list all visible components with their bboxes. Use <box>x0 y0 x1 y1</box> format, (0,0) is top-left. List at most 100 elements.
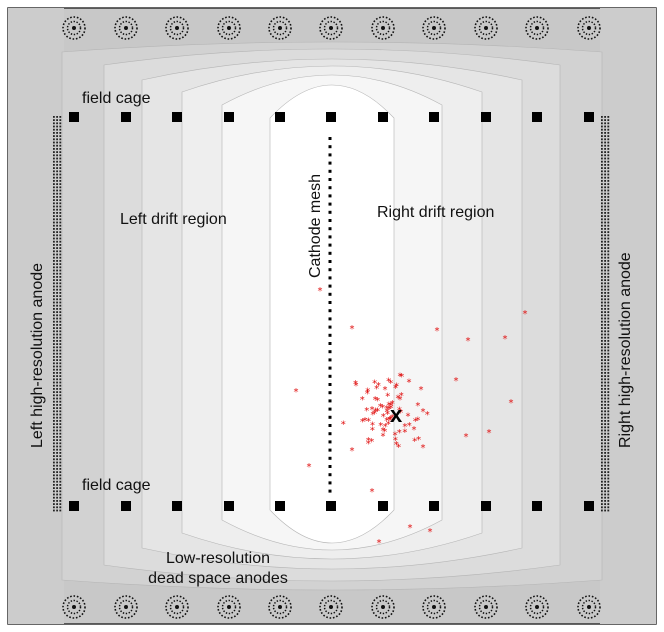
anode-pixel <box>601 154 603 157</box>
anode-pixel <box>53 228 55 230</box>
anode-pixel <box>607 426 610 429</box>
anode-pixel <box>59 445 62 448</box>
anode-pixel <box>56 442 58 445</box>
anode-pixel <box>607 420 610 422</box>
anode-pixel <box>56 461 58 464</box>
anode-pixel <box>604 180 606 182</box>
anode-pixel <box>607 404 610 406</box>
cathode-wire <box>328 317 332 321</box>
anode-pixel <box>604 173 606 176</box>
hit-star: * <box>411 425 416 436</box>
cathode-wire <box>328 178 332 181</box>
anode-pixel <box>53 327 55 329</box>
anode-pixel <box>607 215 610 217</box>
anode-pixel <box>601 420 603 422</box>
anode-pixel <box>604 260 606 262</box>
field-cage-electrode <box>121 501 131 511</box>
anode-pixel <box>607 509 610 512</box>
anode-pixel <box>59 295 62 297</box>
anode-pixel <box>604 362 606 365</box>
anode-pixel <box>607 167 610 169</box>
hit-star: * <box>387 415 392 426</box>
anode-pixel <box>604 452 606 454</box>
cathode-wire <box>328 399 332 403</box>
anode-pixel <box>607 378 610 381</box>
anode-pixel <box>607 480 610 483</box>
anode-pixel <box>59 164 62 166</box>
cathode-wire <box>328 161 332 165</box>
anode-pixel <box>53 119 55 121</box>
cathode-wire <box>328 292 332 296</box>
anode-pixel <box>604 404 606 406</box>
anode-pixel <box>601 340 603 342</box>
anode-pixel <box>604 125 606 128</box>
anode-pixel <box>59 416 62 419</box>
anode-pixel <box>601 308 603 310</box>
anode-pixel <box>59 404 62 406</box>
anode-pixel <box>601 416 603 419</box>
anode-pixel <box>53 221 55 224</box>
anode-pixel <box>53 381 55 384</box>
hit-star: * <box>407 421 412 432</box>
hit-star: * <box>394 382 399 393</box>
anode-pixel <box>601 288 603 291</box>
anode-pixel <box>53 317 55 320</box>
anode-pixel <box>56 122 58 125</box>
anode-pixel <box>53 391 55 393</box>
anode-pixel <box>59 266 62 269</box>
dead-space-anode <box>577 595 601 619</box>
anode-pixel <box>59 202 62 205</box>
anode-pixel <box>53 269 55 272</box>
anode-pixel <box>53 474 55 477</box>
anode-pixel <box>59 186 62 189</box>
dead-space-anode <box>422 16 446 40</box>
anode-pixel <box>607 231 610 233</box>
anode-pixel <box>59 269 62 272</box>
anode-pixel <box>607 144 610 147</box>
anode-pixel <box>601 234 603 237</box>
anode-pixel <box>53 151 55 153</box>
cathode-wire <box>328 137 332 140</box>
anode-pixel <box>607 292 610 294</box>
anode-pixel <box>604 148 606 150</box>
anode-pixel <box>56 503 58 505</box>
anode-pixel <box>601 183 603 185</box>
hit-star: * <box>388 403 393 414</box>
anode-pixel <box>53 333 55 336</box>
anode-pixel <box>56 170 58 173</box>
anode-pixel <box>53 189 55 192</box>
anode-pixel <box>607 490 610 493</box>
cathode-wire <box>328 374 332 378</box>
anode-pixel <box>56 240 58 243</box>
anode-pixel <box>604 400 606 403</box>
anode-pixel <box>53 192 55 195</box>
anode-pixel <box>601 250 603 253</box>
anode-pixel <box>601 148 603 150</box>
anode-pixel <box>59 317 62 320</box>
anode-pixel <box>607 314 610 317</box>
hit-star: * <box>402 422 407 433</box>
anode-pixel <box>604 234 606 237</box>
anode-pixel <box>53 266 55 269</box>
cathode-wire <box>328 448 332 452</box>
anode-pixel <box>56 263 58 265</box>
anode-pixel <box>604 205 606 208</box>
dead-space-anode <box>217 16 241 40</box>
anode-pixel <box>601 301 603 304</box>
anode-pixel <box>56 157 58 160</box>
field-cage-top-label: field cage <box>82 90 151 107</box>
anode-pixel <box>56 439 58 441</box>
anode-pixel <box>56 176 58 179</box>
hit-star: * <box>419 385 424 396</box>
anode-pixel <box>601 362 603 365</box>
anode-pixel <box>604 500 606 502</box>
hit-star: * <box>388 415 393 426</box>
anode-pixel <box>59 378 62 381</box>
anode-pixel <box>59 208 62 211</box>
anode-pixel <box>59 311 62 313</box>
field-contour-bands <box>61 41 603 591</box>
anode-pixel <box>56 148 58 150</box>
anode-pixel <box>607 375 610 377</box>
anode-pixel <box>53 164 55 166</box>
anode-pixel <box>601 282 603 285</box>
